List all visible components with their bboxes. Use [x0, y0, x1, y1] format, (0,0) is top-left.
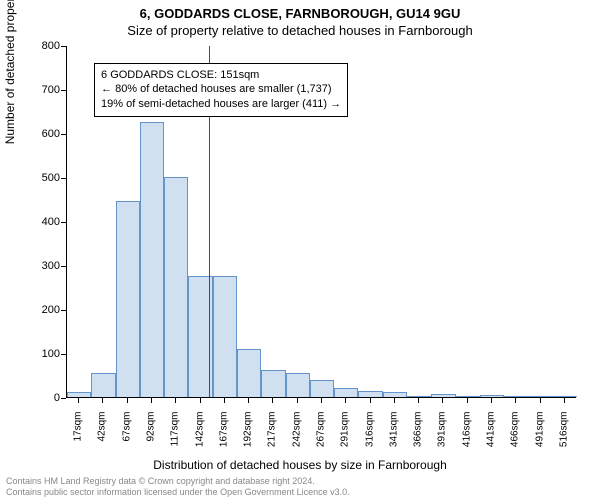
y-tick-mark [61, 46, 66, 47]
x-tick-mark [248, 398, 249, 403]
histogram-bar [553, 396, 577, 397]
x-tick-label: 67sqm [121, 412, 132, 462]
footer-line-1: Contains HM Land Registry data © Crown c… [6, 476, 350, 487]
x-tick-label: 291sqm [340, 412, 351, 462]
histogram-bar [383, 392, 407, 397]
x-tick-label: 117sqm [170, 412, 181, 462]
histogram-bar [358, 391, 382, 397]
x-tick-label: 341sqm [388, 412, 399, 462]
y-axis-label: Number of detached properties [3, 0, 17, 144]
x-tick-label: 466sqm [510, 412, 521, 462]
y-tick-mark [61, 266, 66, 267]
histogram-bar [334, 388, 358, 397]
x-tick-mark [540, 398, 541, 403]
x-tick-label: 366sqm [413, 412, 424, 462]
annotation-box: 6 GODDARDS CLOSE: 151sqm ← 80% of detach… [94, 63, 348, 118]
y-tick-label: 300 [20, 260, 60, 272]
x-tick-label: 142sqm [194, 412, 205, 462]
y-tick-mark [61, 178, 66, 179]
histogram-bar [116, 201, 140, 397]
x-tick-label: 391sqm [437, 412, 448, 462]
x-tick-label: 491sqm [534, 412, 545, 462]
x-tick-mark [321, 398, 322, 403]
y-tick-label: 600 [20, 128, 60, 140]
histogram-bar [504, 396, 528, 397]
y-tick-mark [61, 354, 66, 355]
histogram-bar [407, 396, 431, 397]
x-tick-label: 316sqm [364, 412, 375, 462]
annotation-line-2: ← 80% of detached houses are smaller (1,… [101, 82, 341, 97]
x-tick-mark [491, 398, 492, 403]
histogram-bar [480, 395, 504, 397]
x-tick-mark [102, 398, 103, 403]
x-tick-mark [345, 398, 346, 403]
x-tick-mark [224, 398, 225, 403]
x-tick-mark [297, 398, 298, 403]
x-tick-label: 92sqm [146, 412, 157, 462]
x-tick-mark [127, 398, 128, 403]
x-tick-label: 167sqm [218, 412, 229, 462]
footer-line-2: Contains public sector information licen… [6, 487, 350, 498]
y-tick-label: 0 [20, 392, 60, 404]
y-tick-label: 500 [20, 172, 60, 184]
x-tick-mark [78, 398, 79, 403]
y-tick-label: 700 [20, 84, 60, 96]
histogram-bar [456, 396, 480, 397]
y-tick-label: 100 [20, 348, 60, 360]
x-tick-mark [200, 398, 201, 403]
x-tick-label: 192sqm [243, 412, 254, 462]
x-tick-mark [175, 398, 176, 403]
histogram-bar [164, 177, 188, 397]
chart-title: 6, GODDARDS CLOSE, FARNBOROUGH, GU14 9GU [0, 6, 600, 21]
footer-attribution: Contains HM Land Registry data © Crown c… [6, 476, 350, 498]
x-tick-mark [151, 398, 152, 403]
x-tick-label: 441sqm [486, 412, 497, 462]
y-tick-mark [61, 398, 66, 399]
histogram-bar [286, 373, 310, 397]
chart-subtitle: Size of property relative to detached ho… [0, 23, 600, 38]
histogram-bar [140, 122, 164, 397]
x-tick-mark [370, 398, 371, 403]
x-tick-mark [418, 398, 419, 403]
annotation-line-1: 6 GODDARDS CLOSE: 151sqm [101, 68, 341, 83]
x-tick-mark [394, 398, 395, 403]
x-tick-label: 242sqm [291, 412, 302, 462]
y-tick-mark [61, 90, 66, 91]
x-tick-mark [564, 398, 565, 403]
x-tick-mark [467, 398, 468, 403]
histogram-bar [310, 380, 334, 397]
x-tick-label: 17sqm [73, 412, 84, 462]
histogram-bar [213, 276, 237, 397]
x-tick-label: 516sqm [558, 412, 569, 462]
x-tick-label: 267sqm [316, 412, 327, 462]
x-tick-label: 42sqm [97, 412, 108, 462]
x-tick-mark [442, 398, 443, 403]
histogram-bar [91, 373, 115, 397]
y-tick-label: 800 [20, 40, 60, 52]
y-tick-mark [61, 222, 66, 223]
x-tick-label: 217sqm [267, 412, 278, 462]
plot-area: 6 GODDARDS CLOSE: 151sqm ← 80% of detach… [66, 46, 576, 398]
y-tick-label: 400 [20, 216, 60, 228]
y-tick-mark [61, 134, 66, 135]
x-tick-mark [272, 398, 273, 403]
x-tick-label: 416sqm [461, 412, 472, 462]
property-size-histogram: 6, GODDARDS CLOSE, FARNBOROUGH, GU14 9GU… [0, 0, 600, 500]
histogram-bar [67, 392, 91, 397]
histogram-bar [261, 370, 285, 397]
x-tick-mark [515, 398, 516, 403]
y-tick-mark [61, 310, 66, 311]
y-tick-label: 200 [20, 304, 60, 316]
histogram-bar [237, 349, 261, 397]
histogram-bar [431, 394, 455, 397]
chart-title-block: 6, GODDARDS CLOSE, FARNBOROUGH, GU14 9GU… [0, 0, 600, 38]
annotation-line-3: 19% of semi-detached houses are larger (… [101, 97, 341, 112]
histogram-bar [528, 396, 552, 397]
